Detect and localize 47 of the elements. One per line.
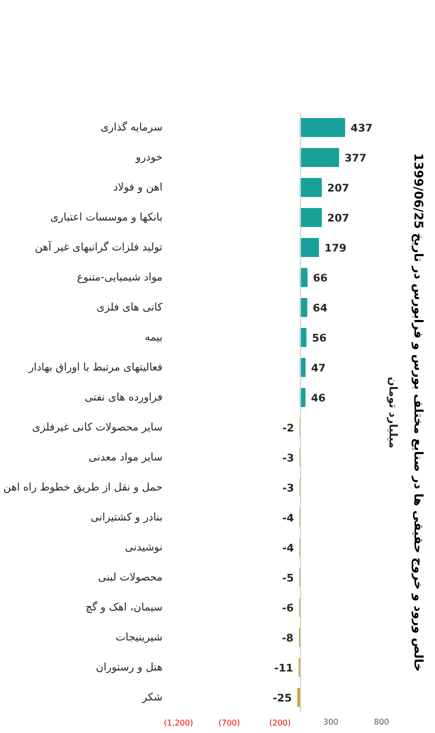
text: خالص ورود و خروج حقیقی ها در صنایع مختلف بورس و فرابورس در تاریخ 1399/06/25 [412,153,426,672]
y-tick-label: حمل و نقل از طریق خطوط راه اهن [3,482,163,494]
data-label: -4 [282,512,294,524]
y-tick-label: بنادر و کشتیرانی [90,512,163,524]
data-label: -11 [274,662,294,674]
y-tick-label: نوشیدنی [125,542,162,554]
y-tick-label: شکر [141,692,162,704]
data-label: 437 [350,122,373,134]
x-tick-label: 800 [374,718,390,726]
y-tick-label: تولید فلزات گرانبهای غیر آهن [34,240,163,254]
x-tick-label: 300 [323,718,338,726]
y-tick-label: کانی های فلزی [96,302,163,314]
y-tick-label: اهن و فولاد [113,182,163,194]
y-tick-label: محصولات لبنی [98,572,163,584]
y-tick-label: خودرو [134,152,162,164]
data-label: -3 [282,482,294,494]
data-label: 207 [327,212,350,224]
y-tick-label: فعالیتهای مرتبط با اوراق بهادار [28,362,163,374]
x-tick-label: (700) [218,718,240,728]
y-tick-label: سایر محصولات کانی غیرفلزی [32,422,163,434]
y-tick-label: بیمه [144,332,163,344]
data-label: -6 [282,602,294,614]
data-label: 66 [313,272,328,284]
data-label: -2 [282,422,294,434]
data-label: -25 [272,692,292,704]
data-label: 207 [327,182,350,194]
y-tick-label: سرمایه گذاری [100,120,163,134]
data-label: 179 [324,242,346,254]
y-tick-label: فراورده های نفتی [84,392,163,404]
y-tick-label: سیمان، اهک و گچ [85,600,163,614]
x-tick-label: (1,200) [164,718,194,728]
data-label: 377 [344,152,366,164]
y-tick-label: هتل و رستوران [96,662,163,674]
text: میلیارد تومان [386,376,400,448]
y-tick-label: بانکها و موسسات اعتباری [50,212,163,224]
data-label: 46 [310,392,326,404]
y-tick-label: شیرینیجات [116,632,163,644]
data-label: 47 [311,362,326,374]
data-label: 64 [312,302,328,314]
data-label: -5 [282,572,294,584]
x-tick-label: (200) [269,718,291,728]
data-label: -8 [282,632,294,644]
y-tick-label: مواد شیمیایی-متنوع [77,272,163,284]
data-label: -4 [282,542,294,554]
data-label: -3 [282,452,294,464]
y-tick-label: سایر مواد معدنی [88,452,162,464]
data-label: 56 [312,332,327,344]
